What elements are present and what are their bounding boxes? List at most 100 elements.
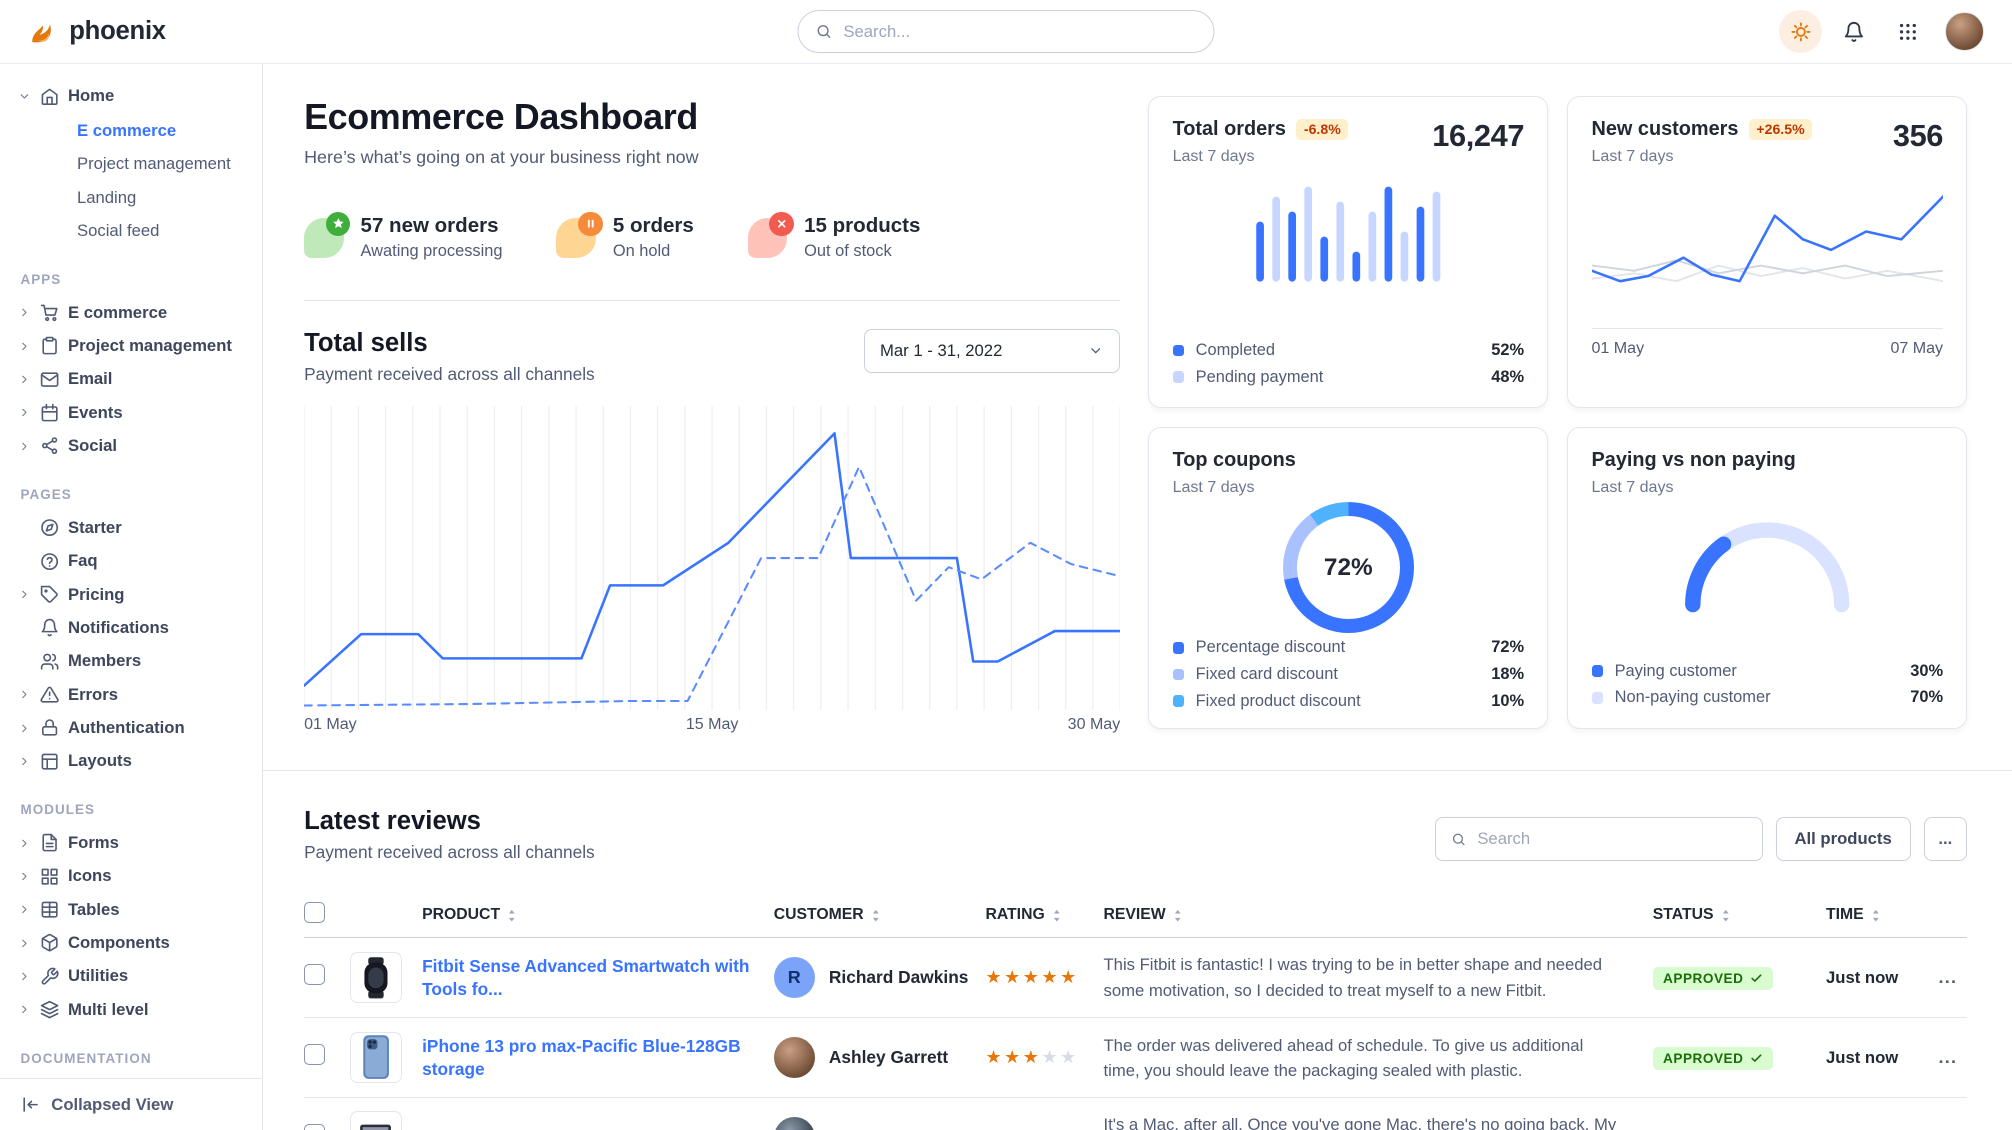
row-actions-button[interactable]: ... <box>1938 967 1958 988</box>
column-header-status[interactable]: STATUS <box>1653 906 1826 924</box>
sidebar-item-layouts[interactable]: Layouts <box>18 745 252 778</box>
review-text: It's a Mac, after all. Once you've gone … <box>1103 1115 1617 1130</box>
legend-item: Percentage discount 72% <box>1172 638 1524 657</box>
sidebar-item-landing[interactable]: Landing <box>76 187 137 207</box>
product-image <box>350 1031 402 1084</box>
sidebar-item-authentication[interactable]: Authentication <box>18 711 252 744</box>
notifications-button[interactable] <box>1832 10 1876 54</box>
theme-toggle-button[interactable] <box>1778 9 1823 54</box>
caret-right-icon <box>18 870 31 883</box>
caret-right-icon <box>18 755 31 768</box>
sidebar-item-label: Icons <box>67 866 112 886</box>
sidebar-item-home[interactable]: Home <box>18 80 252 113</box>
sidebar-item-label: Notifications <box>67 617 169 637</box>
sidebar-item-components[interactable]: Components <box>18 926 252 959</box>
layout-icon <box>40 752 59 771</box>
reviews-search[interactable] <box>1435 817 1763 861</box>
sidebar-item-utilities[interactable]: Utilities <box>18 960 252 993</box>
search-input[interactable] <box>843 21 1197 42</box>
sidebar-item-faq[interactable]: Faq <box>18 544 252 577</box>
main-content: Ecommerce Dashboard Here’s what’s going … <box>263 64 2012 1130</box>
x-tick: 30 May <box>1067 715 1121 734</box>
sidebar-item-tables[interactable]: Tables <box>18 893 252 926</box>
divider <box>304 299 1121 301</box>
sidebar-item-social[interactable]: Social <box>18 429 252 462</box>
compass-icon <box>40 518 59 537</box>
legend-dot <box>1172 695 1185 707</box>
column-header-customer[interactable]: CUSTOMER <box>774 906 986 924</box>
sidebar-item-icons[interactable]: Icons <box>18 860 252 893</box>
column-header-rating[interactable]: RATING <box>985 906 1103 924</box>
caret-right-icon <box>18 340 31 353</box>
date-range-select[interactable]: Mar 1 - 31, 2022 <box>863 328 1121 373</box>
avatar <box>1945 12 1984 51</box>
sidebar-nav: Home E commerce Project management Landing S… <box>0 64 262 1078</box>
select-all-checkbox[interactable] <box>304 902 325 923</box>
legend-label: Percentage discount <box>1195 638 1346 657</box>
top-coupons-card: Top coupons Last 7 days 72% Percentage d… <box>1148 427 1549 729</box>
sidebar-item-e-commerce[interactable]: E commerce <box>76 120 177 140</box>
column-label: TIME <box>1826 906 1864 924</box>
x-tick: 07 May <box>1890 339 1944 358</box>
star-icon: ★ <box>1004 967 1021 988</box>
share-icon <box>40 436 59 455</box>
all-products-button[interactable]: All products <box>1775 817 1911 861</box>
row-checkbox[interactable] <box>304 1044 325 1065</box>
sort-icon <box>1870 908 1882 923</box>
legend-dot <box>1591 665 1604 677</box>
stat-value: 5 orders <box>612 214 694 238</box>
sidebar-item-notifications[interactable]: Notifications <box>18 611 252 644</box>
sidebar-item-starter[interactable]: Starter <box>18 511 252 544</box>
sidebar-item-email[interactable]: Email <box>18 363 252 396</box>
stats-row: 57 new orders Awating processing 5 orders O… <box>304 211 1120 261</box>
reviews-toolbar: All products ... <box>1435 817 1968 861</box>
sidebar-item-label: Layouts <box>67 751 132 771</box>
reviews-more-button[interactable]: ... <box>1923 817 1968 861</box>
sidebar-item-forms[interactable]: Forms <box>18 826 252 859</box>
legend-value: 18% <box>1491 665 1525 684</box>
global-search[interactable] <box>797 10 1215 53</box>
chevron-down-icon <box>1088 343 1103 358</box>
review-row: It's a Mac, after all. Once you've gone … <box>304 1096 1968 1130</box>
sidebar-item-project-management[interactable]: Project management <box>76 154 231 174</box>
sidebar-item-pricing[interactable]: Pricing <box>18 578 252 611</box>
sidebar-item-e-commerce[interactable]: E commerce <box>18 296 252 329</box>
sidebar-item-multi-level[interactable]: Multi level <box>18 993 252 1026</box>
caret-right-icon <box>18 837 31 850</box>
legend-value: 70% <box>1910 688 1944 707</box>
card-period: Last 7 days <box>1172 147 1255 166</box>
apps-grid-button[interactable] <box>1886 10 1930 54</box>
product-link[interactable]: Fitbit Sense Advanced Smartwatch with To… <box>422 956 750 999</box>
row-checkbox[interactable] <box>304 1123 325 1130</box>
page-subtitle: Here’s what’s going on at your business … <box>304 147 699 168</box>
sidebar-item-errors[interactable]: Errors <box>18 678 252 711</box>
card-title: New customers <box>1591 117 1739 140</box>
legend-label: Non-paying customer <box>1614 688 1771 707</box>
grid-icon <box>40 867 59 886</box>
legend-dot <box>1172 371 1185 383</box>
reviews-search-input[interactable] <box>1477 829 1748 849</box>
customer-avatar <box>773 1116 815 1130</box>
brand[interactable]: phoenix <box>26 15 166 48</box>
caret-right-icon <box>18 1003 31 1016</box>
sidebar-item-members[interactable]: Members <box>18 645 252 678</box>
collapse-sidebar-button[interactable]: Collapsed View <box>0 1077 263 1130</box>
column-label: PRODUCT <box>422 906 501 924</box>
column-header-review[interactable]: REVIEW <box>1104 906 1653 924</box>
sidebar-item-project-management[interactable]: Project management <box>18 329 252 362</box>
row-checkbox[interactable] <box>304 964 325 985</box>
column-header-product[interactable]: PRODUCT <box>350 906 773 924</box>
sidebar-item-label: Events <box>67 402 123 422</box>
sidebar-item-social-feed[interactable]: Social feed <box>76 220 160 240</box>
x-tick: 01 May <box>1591 339 1645 358</box>
layers-icon <box>40 1000 59 1019</box>
profile-avatar[interactable] <box>1945 12 1984 51</box>
product-link[interactable]: iPhone 13 pro max-Pacific Blue-128GB sto… <box>422 1036 741 1079</box>
paying-gauge-chart <box>1685 522 1850 613</box>
stat-caption: Awating processing <box>360 242 503 261</box>
sidebar-item-label: Forms <box>67 833 119 852</box>
total-orders-card: Total orders -6.8% Last 7 days 16,247 Co… <box>1148 96 1549 409</box>
column-header-time[interactable]: TIME <box>1826 906 1929 924</box>
row-actions-button[interactable]: ... <box>1938 1047 1958 1068</box>
sidebar-item-events[interactable]: Events <box>18 396 252 429</box>
